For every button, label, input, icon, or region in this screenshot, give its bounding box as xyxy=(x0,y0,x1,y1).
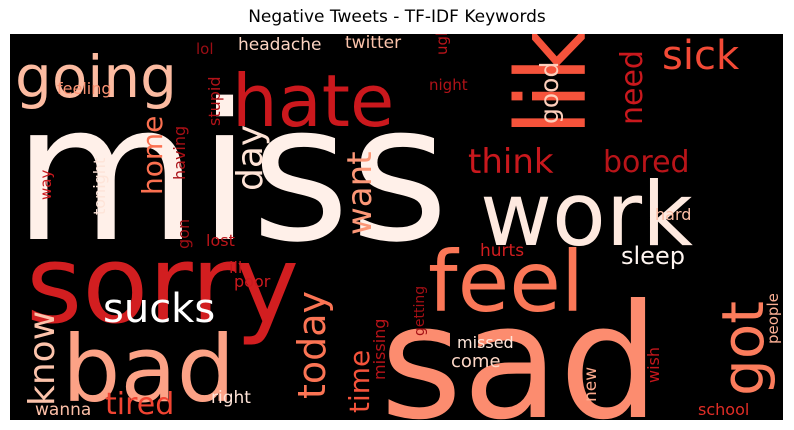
word-miss: miss xyxy=(13,63,449,284)
word-lost: lost xyxy=(206,231,235,250)
word-time: time xyxy=(343,350,376,413)
word-lol: lol xyxy=(196,40,214,58)
word-think: think xyxy=(468,142,554,182)
word-missing: missing xyxy=(370,319,389,380)
word-twitter: twitter xyxy=(345,34,401,53)
word-gon: gon xyxy=(174,219,193,249)
word-missed: missed xyxy=(457,333,514,352)
word-bored: bored xyxy=(603,145,690,180)
word-work: work xyxy=(480,163,693,266)
word-sad: sad xyxy=(380,271,659,420)
word-feel: feel xyxy=(428,233,584,331)
word-day: day xyxy=(230,125,271,191)
word-like: like xyxy=(496,34,608,136)
word-wanna: wanna xyxy=(35,400,91,420)
word-poor: poor xyxy=(234,272,271,291)
word-sleep: sleep xyxy=(621,242,685,270)
word-bad: bad xyxy=(62,316,235,420)
word-going: going xyxy=(15,43,177,111)
word-hard: hard xyxy=(655,205,691,224)
word-today: today xyxy=(290,291,334,399)
word-getting: getting xyxy=(412,286,428,336)
word-tonight: tonight xyxy=(90,158,109,215)
word-home: home xyxy=(136,116,169,195)
word-new: new xyxy=(581,367,601,402)
word-ugh: ugh xyxy=(433,34,451,55)
word-sucks: sucks xyxy=(103,286,215,332)
word-sick: sick xyxy=(662,34,740,79)
word-come: come xyxy=(451,351,501,372)
chart-title: Negative Tweets - TF-IDF Keywords xyxy=(248,7,546,27)
word-night: night xyxy=(429,76,468,94)
word-right: right xyxy=(211,388,251,408)
word-hurts: hurts xyxy=(480,241,524,261)
word-good: good xyxy=(535,62,564,124)
word-hate: hate xyxy=(232,59,394,143)
word-sorry: sorry xyxy=(26,223,299,348)
word-feeling: feeling xyxy=(57,79,112,98)
word-school: school xyxy=(698,400,749,419)
word-people: people xyxy=(764,293,782,344)
word-headache: headache xyxy=(238,35,321,55)
word-way: way xyxy=(37,170,55,200)
word-ill: ill xyxy=(229,258,242,277)
word-need: need xyxy=(615,50,650,125)
word-having: having xyxy=(170,126,189,180)
word-got: got xyxy=(709,301,777,396)
word-tired: tired xyxy=(105,387,174,420)
word-know: know xyxy=(22,311,63,406)
word-want: want xyxy=(340,151,380,235)
word-stupid: stupid xyxy=(205,76,224,126)
word-cloud: miss sorry sad like work bad hate feel going got s… xyxy=(10,34,783,420)
word-wish: wish xyxy=(644,347,663,383)
